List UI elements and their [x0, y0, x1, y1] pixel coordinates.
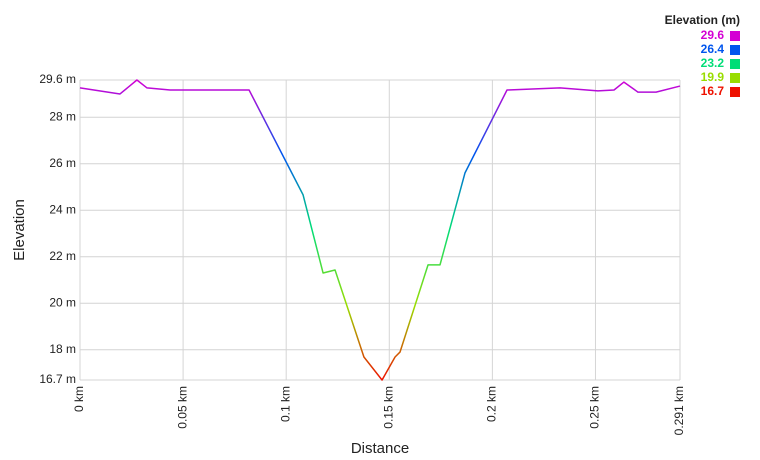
y-tick-label: 22 m	[49, 249, 76, 263]
y-tick-label: 20 m	[49, 295, 76, 309]
x-tick-label: 0.05 km	[175, 386, 189, 429]
y-tick-label: 28 m	[49, 109, 76, 123]
x-tick-label: 0.25 km	[588, 386, 602, 429]
y-tick-label: 24 m	[49, 202, 76, 216]
legend-label: 29.6	[701, 28, 725, 42]
x-tick-label: 0.291 km	[672, 386, 686, 435]
legend-label: 19.9	[701, 70, 725, 84]
y-tick-label: 16.7 m	[39, 372, 76, 386]
x-axis-title: Distance	[351, 440, 409, 457]
x-tick-label: 0.2 km	[485, 386, 499, 422]
x-tick-label: 0.1 km	[278, 386, 292, 422]
legend-label: 26.4	[701, 42, 725, 56]
y-tick-label: 29.6 m	[39, 72, 76, 86]
legend-swatch	[730, 31, 740, 41]
legend-label: 16.7	[701, 84, 725, 98]
elevation-line	[79, 79, 681, 381]
y-tick-label: 26 m	[49, 156, 76, 170]
y-axis-title: Elevation	[11, 199, 28, 261]
x-tick-label: 0 km	[72, 386, 86, 412]
legend-title: Elevation (m)	[665, 13, 740, 27]
legend-label: 23.2	[701, 56, 725, 70]
legend-swatch	[730, 87, 740, 97]
legend-swatch	[730, 45, 740, 55]
y-tick-label: 18 m	[49, 342, 76, 356]
legend-swatch	[730, 59, 740, 69]
x-tick-label: 0.15 km	[381, 386, 395, 429]
legend-swatch	[730, 73, 740, 83]
